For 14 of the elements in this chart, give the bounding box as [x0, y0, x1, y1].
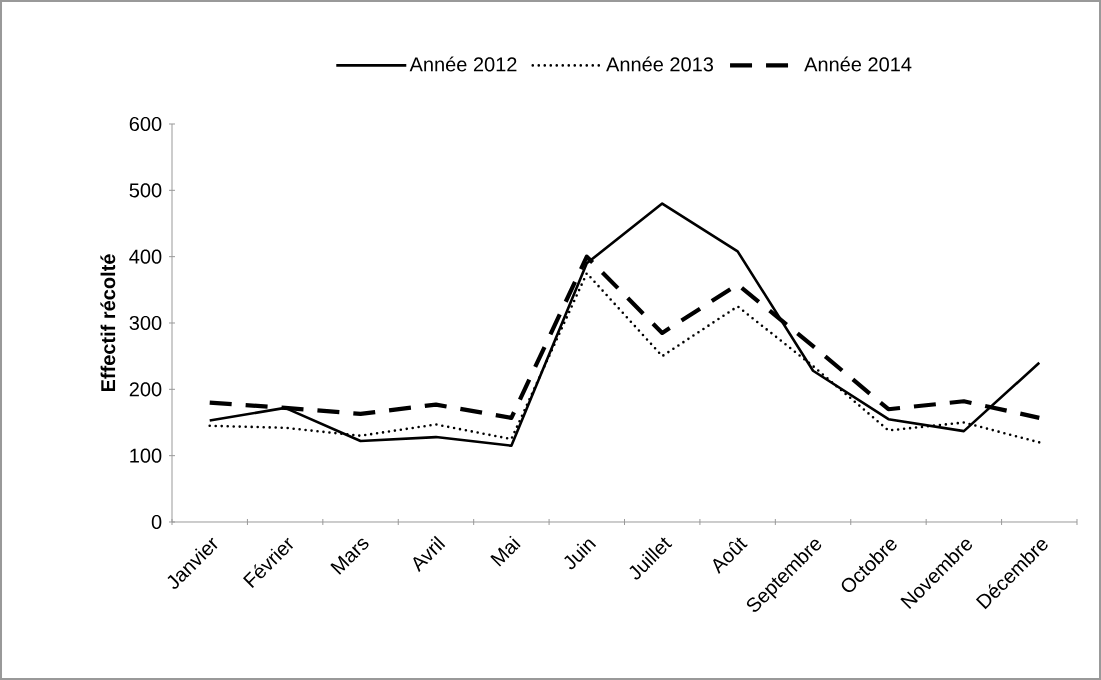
y-tick-label: 0	[151, 514, 162, 530]
y-tick-label: 500	[129, 183, 162, 198]
y-tick-label: 400	[129, 249, 162, 264]
legend-label: Année 2014	[804, 56, 912, 72]
x-tick-label: Mai	[490, 535, 521, 567]
y-tick-label: 600	[129, 116, 162, 132]
y-tick-label: 300	[129, 315, 162, 331]
line-series	[208, 202, 1041, 448]
y-axis-title: Effectif récolté	[100, 254, 116, 392]
y-tick-label: 100	[130, 448, 162, 463]
legend-label: Année 2012	[409, 56, 517, 72]
y-tick-label: 200	[129, 382, 162, 397]
x-tick-label: Juin	[564, 539, 597, 570]
legend-label: Année 2013	[606, 56, 714, 72]
